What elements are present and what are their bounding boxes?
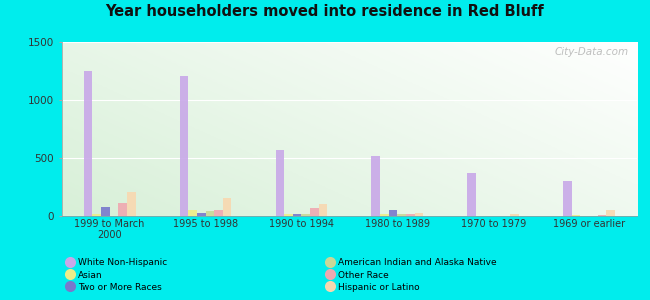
Bar (389, 210, 397, 216)
Bar (598, 215, 606, 216)
Bar (205, 212, 214, 216)
Bar (563, 181, 572, 216)
Bar (467, 173, 476, 216)
Bar (101, 207, 110, 216)
Bar (223, 198, 231, 216)
Text: Year householders moved into residence in Red Bluff: Year householders moved into residence i… (105, 4, 545, 20)
Bar (84, 71, 92, 216)
Bar (572, 215, 580, 216)
Bar (197, 212, 205, 216)
Bar (406, 214, 415, 216)
Bar (302, 214, 310, 216)
Bar (397, 214, 406, 216)
Bar (214, 210, 223, 216)
Legend: White Non-Hispanic, Asian, Two or More Races: White Non-Hispanic, Asian, Two or More R… (63, 254, 171, 296)
Bar (284, 214, 292, 216)
Bar (380, 214, 389, 216)
Bar (318, 204, 328, 216)
Bar (606, 210, 615, 216)
Legend: American Indian and Alaska Native, Other Race, Hispanic or Latino: American Indian and Alaska Native, Other… (323, 254, 500, 296)
Bar (510, 214, 519, 216)
Bar (118, 203, 127, 216)
Bar (310, 208, 318, 216)
Bar (415, 212, 423, 216)
Bar (92, 214, 101, 216)
Text: City-Data.com: City-Data.com (554, 47, 629, 57)
Bar (292, 214, 302, 216)
Bar (371, 156, 380, 216)
Bar (276, 151, 284, 216)
Bar (188, 210, 197, 216)
Bar (179, 76, 188, 216)
Bar (127, 192, 136, 216)
